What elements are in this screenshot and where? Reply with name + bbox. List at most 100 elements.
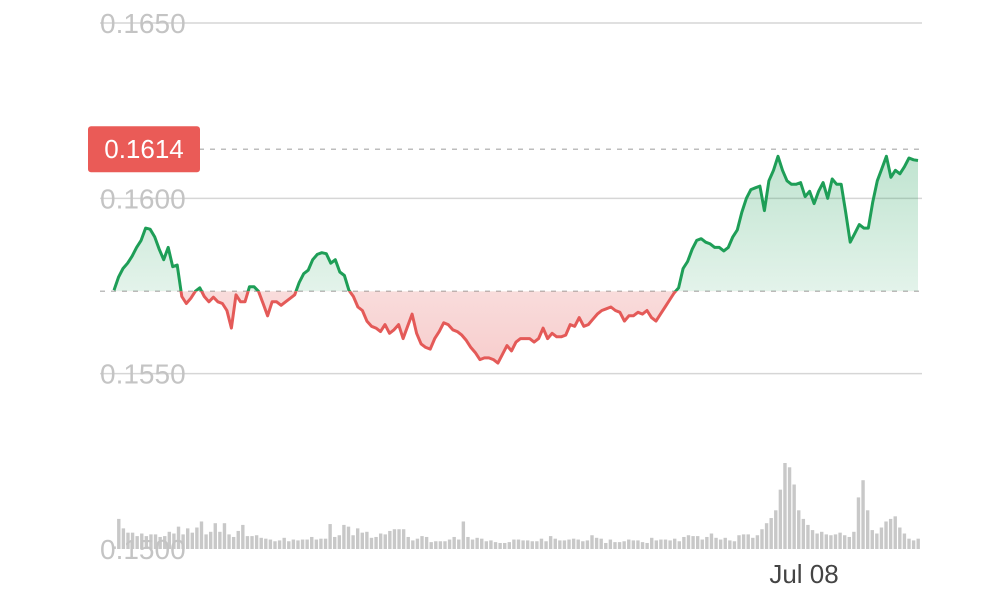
volume-bar [838, 532, 842, 549]
volume-bar [264, 538, 268, 549]
volume-bar [797, 510, 801, 549]
volume-bar [728, 540, 732, 549]
volume-bar [516, 539, 521, 549]
volume-bar [783, 463, 787, 549]
volume-bar [231, 536, 236, 549]
volume-bar [383, 534, 387, 549]
volume-bar [126, 532, 130, 549]
volume-bar [360, 532, 364, 549]
volume-bar [484, 541, 489, 549]
axis-ticks: 0.1650 0.1600 0.1550 0.1500 Jul 08 [100, 8, 839, 589]
volume-bar [714, 537, 718, 549]
volume-bar [195, 527, 199, 549]
volume-bar [457, 539, 461, 549]
volume-bar [429, 542, 433, 549]
volume-bar [447, 539, 452, 549]
volume-bar [604, 542, 608, 549]
volume-bar [911, 540, 916, 549]
volume-bar [888, 518, 893, 549]
volume-bar [916, 538, 920, 549]
volume-bar [847, 536, 851, 549]
volume-bar [277, 540, 282, 549]
volume-bar [346, 526, 351, 549]
volume-bar [585, 540, 590, 549]
volume-bar [461, 521, 466, 549]
current-price-badge: 0.1614 [88, 126, 200, 173]
volume-bar [723, 537, 727, 549]
volume-bar [865, 510, 870, 549]
volume-bar [613, 542, 617, 549]
volume-bar [686, 535, 691, 549]
volume-bar [622, 541, 626, 549]
volume-bar [535, 541, 539, 549]
volume-bar [374, 536, 378, 549]
volume-bar [673, 538, 677, 549]
volume-bar [475, 537, 479, 549]
volume-bar [333, 536, 337, 549]
volume-bar [236, 530, 240, 549]
volume-bar [879, 527, 884, 549]
volume-bar [135, 536, 139, 549]
volume-bar [406, 536, 410, 549]
volume-bar [319, 538, 323, 549]
volume-bar [434, 541, 438, 549]
volume-bar [571, 538, 576, 549]
volume-bar [282, 537, 286, 549]
volume-bar [351, 535, 355, 549]
volume-bar [640, 542, 645, 549]
volume-bar [631, 540, 636, 549]
volume-bar [250, 536, 254, 549]
volume-bar [902, 533, 907, 549]
price-area [114, 156, 918, 364]
volume-bar [764, 523, 769, 549]
volume-bar [388, 530, 392, 549]
volume-bar [186, 528, 190, 549]
volume-bar [452, 536, 456, 549]
volume-bar [875, 533, 879, 549]
volume-bar [172, 533, 176, 549]
volume-bar [222, 523, 227, 549]
x-tick-label: Jul 08 [769, 559, 838, 589]
volume-bar [898, 527, 902, 549]
volume-bar [548, 536, 553, 549]
volume-bar [778, 489, 783, 549]
volume-bar [337, 535, 342, 549]
volume-bar [718, 539, 723, 549]
volume-bar [530, 541, 534, 549]
volume-bar [774, 510, 778, 549]
volume-bar [199, 521, 204, 549]
volume-bar [493, 542, 498, 549]
volume-bar [576, 539, 580, 549]
volume-bar [489, 540, 493, 549]
volume-bar [792, 484, 796, 549]
volume-bar [218, 531, 222, 549]
volume-bar [737, 535, 741, 549]
volume-bar [760, 529, 764, 549]
volume-bar [305, 539, 309, 549]
volume-bar [245, 536, 250, 549]
volume-bar [544, 541, 548, 549]
volume-bar [562, 540, 567, 549]
volume-bar [378, 533, 383, 549]
volume-bar [466, 536, 470, 549]
volume-bar [682, 536, 686, 549]
volume-bar [273, 541, 277, 549]
volume-bar [539, 538, 544, 549]
volume-bar [507, 542, 512, 549]
price-line [112, 154, 919, 365]
volume-bar [663, 539, 668, 549]
volume-bar [287, 541, 291, 549]
volume-bar [553, 538, 557, 549]
volume-bar [300, 539, 305, 549]
volume-bar [140, 533, 144, 549]
volume-bar [117, 518, 121, 549]
volume-bar [328, 524, 332, 549]
volume-bar [181, 534, 185, 549]
volume-bar [521, 540, 525, 549]
volume-bar [355, 528, 360, 549]
volume-bar [424, 536, 429, 549]
volume-bar [856, 497, 861, 549]
y-tick-label: 0.1650 [100, 8, 186, 39]
volume-bar [176, 526, 181, 549]
volume-bar [861, 480, 865, 549]
